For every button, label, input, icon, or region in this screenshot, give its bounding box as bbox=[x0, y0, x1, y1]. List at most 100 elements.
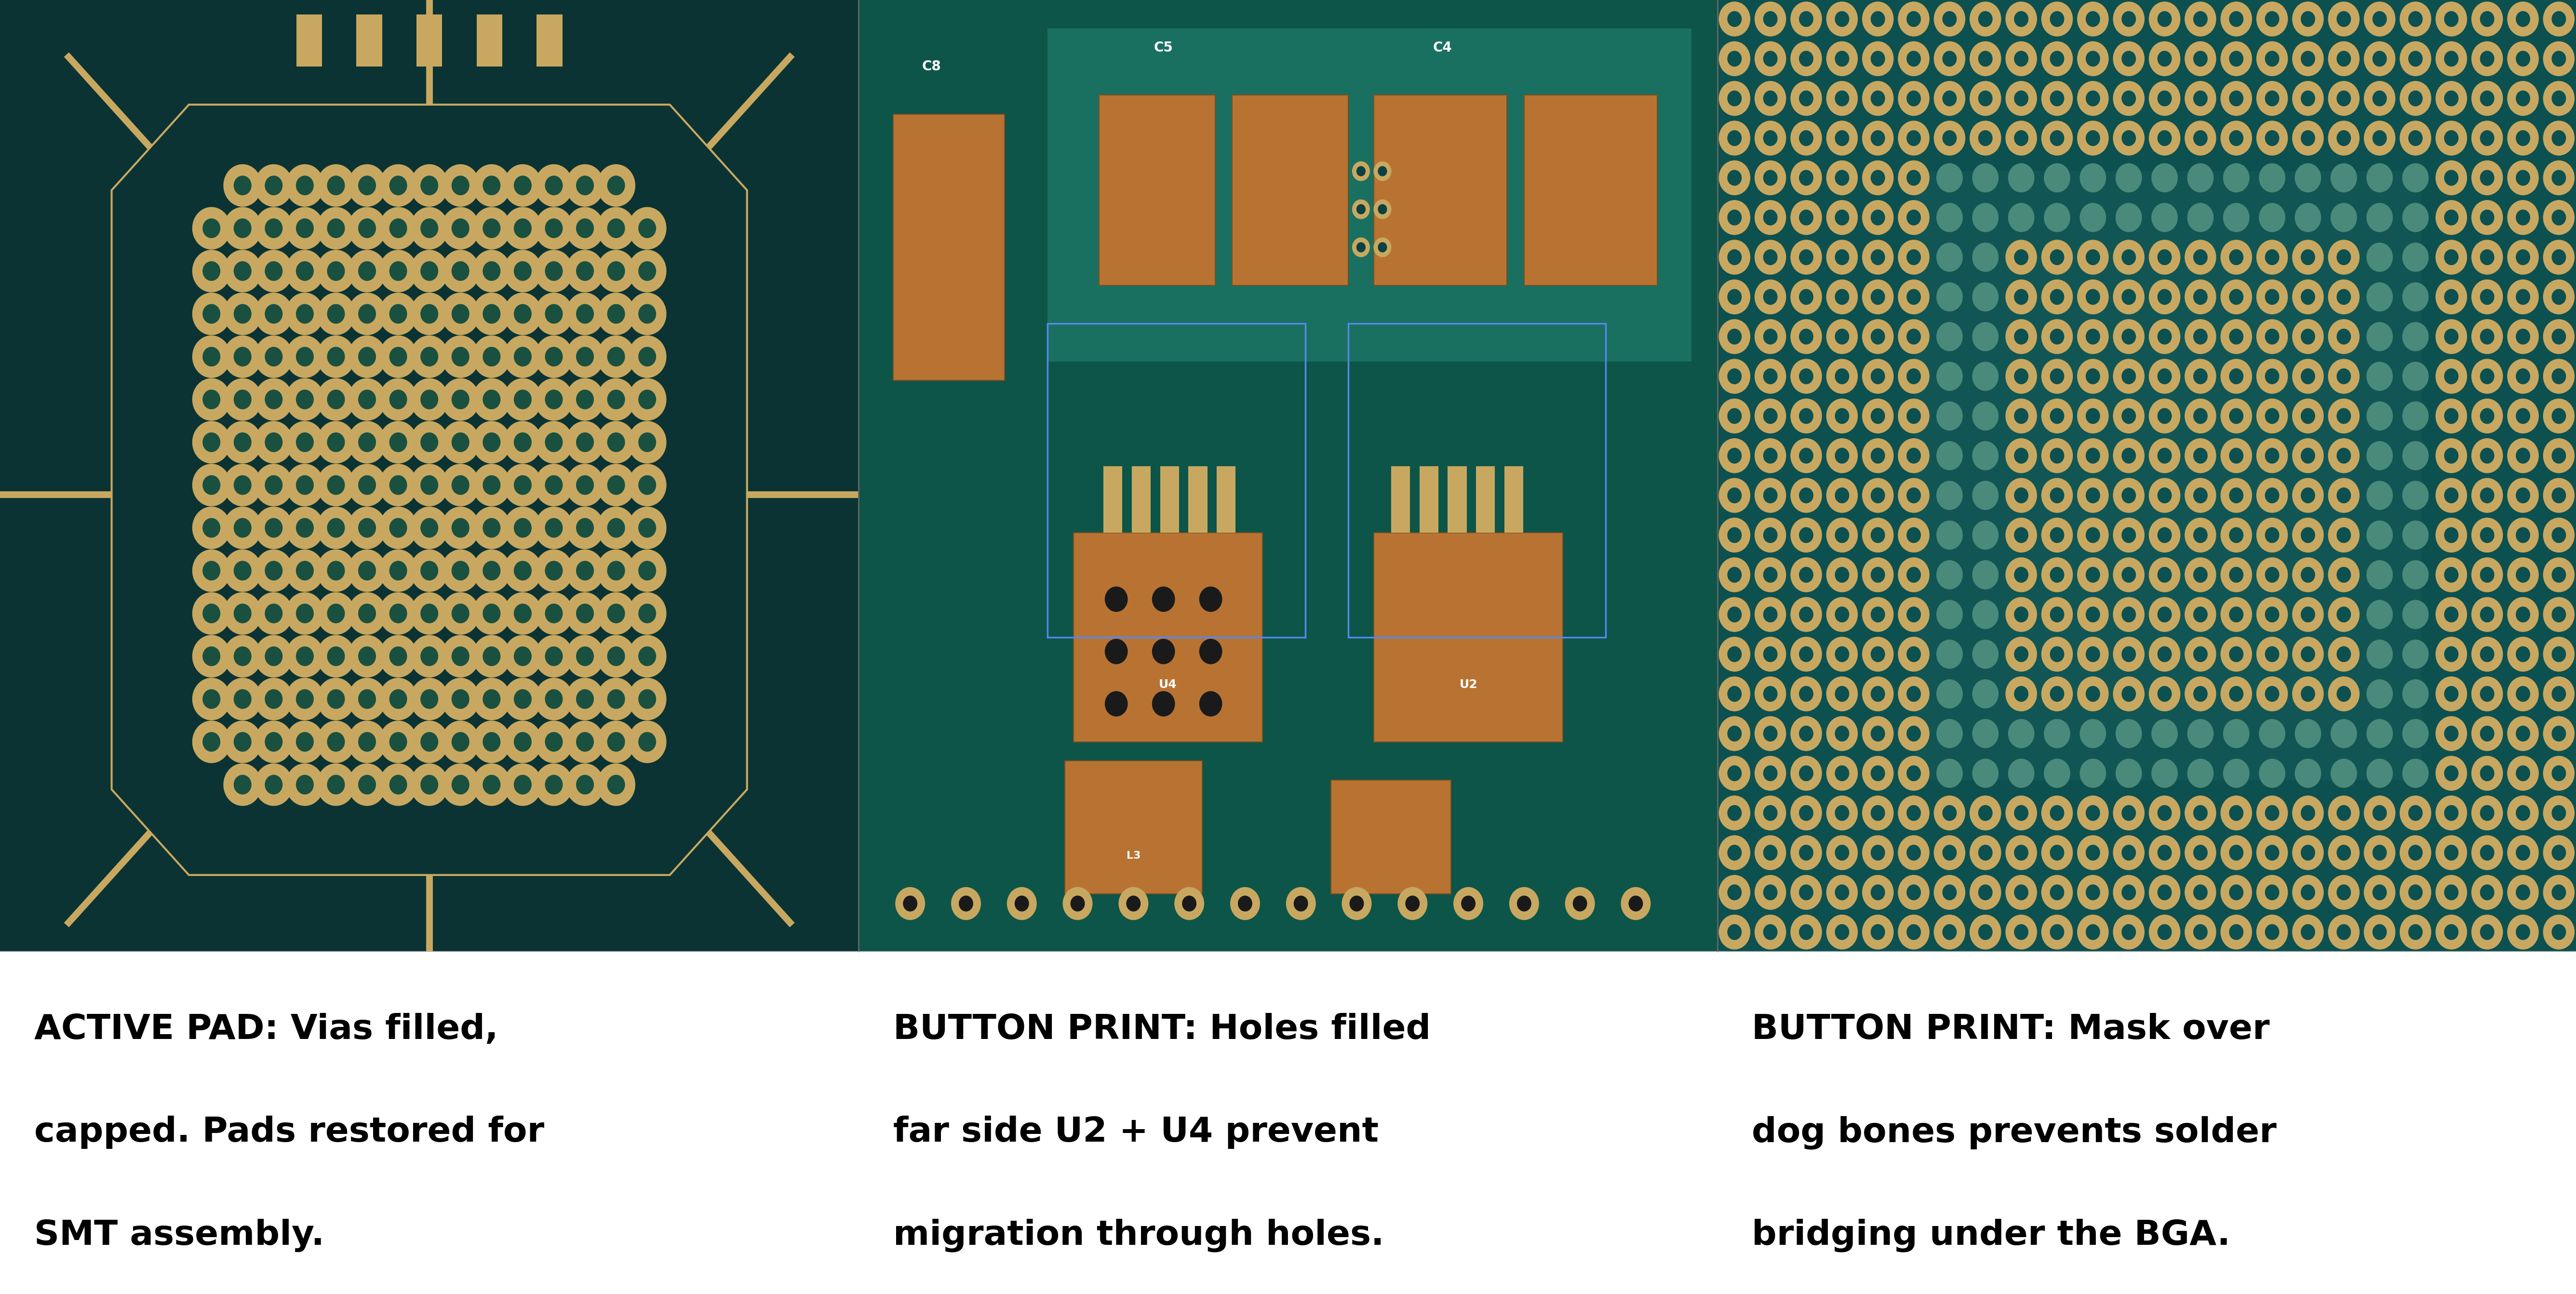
Circle shape bbox=[1728, 488, 1741, 503]
Circle shape bbox=[1790, 439, 1821, 472]
Circle shape bbox=[2506, 1, 2537, 36]
Circle shape bbox=[2228, 250, 2244, 265]
Circle shape bbox=[577, 176, 592, 195]
Circle shape bbox=[1942, 924, 1955, 939]
Circle shape bbox=[2228, 845, 2244, 861]
Circle shape bbox=[2050, 91, 2063, 106]
Circle shape bbox=[2506, 796, 2537, 829]
Circle shape bbox=[2336, 924, 2352, 939]
Circle shape bbox=[2506, 280, 2537, 314]
Circle shape bbox=[2195, 448, 2208, 463]
Circle shape bbox=[440, 721, 479, 762]
Circle shape bbox=[2517, 488, 2530, 503]
Circle shape bbox=[1834, 528, 1850, 542]
Circle shape bbox=[1790, 201, 1821, 234]
Circle shape bbox=[1899, 756, 1929, 791]
Circle shape bbox=[2115, 203, 2141, 232]
Circle shape bbox=[224, 292, 263, 335]
Circle shape bbox=[2403, 560, 2429, 589]
Circle shape bbox=[234, 690, 252, 709]
Circle shape bbox=[2445, 171, 2458, 185]
Circle shape bbox=[2481, 805, 2494, 820]
Circle shape bbox=[2445, 12, 2458, 27]
Circle shape bbox=[2264, 686, 2280, 701]
Circle shape bbox=[2259, 163, 2285, 192]
Circle shape bbox=[204, 476, 219, 494]
Circle shape bbox=[1378, 242, 1386, 252]
Circle shape bbox=[410, 678, 448, 719]
Circle shape bbox=[193, 379, 229, 421]
Circle shape bbox=[1765, 12, 1777, 27]
Circle shape bbox=[2228, 805, 2244, 820]
Circle shape bbox=[2014, 885, 2027, 901]
Circle shape bbox=[1352, 162, 1370, 181]
Circle shape bbox=[224, 507, 263, 549]
Circle shape bbox=[2043, 677, 2074, 710]
Circle shape bbox=[1718, 241, 1749, 274]
Circle shape bbox=[2553, 607, 2566, 622]
Circle shape bbox=[1937, 679, 1963, 708]
Circle shape bbox=[451, 604, 469, 622]
Circle shape bbox=[484, 647, 500, 665]
Circle shape bbox=[204, 219, 219, 238]
Circle shape bbox=[484, 732, 500, 752]
Circle shape bbox=[2445, 726, 2458, 741]
Circle shape bbox=[2112, 598, 2143, 631]
Circle shape bbox=[296, 476, 314, 494]
Circle shape bbox=[1935, 1, 1965, 36]
Circle shape bbox=[2228, 647, 2244, 661]
Circle shape bbox=[2257, 677, 2287, 710]
Circle shape bbox=[2148, 320, 2179, 353]
Circle shape bbox=[2481, 91, 2494, 106]
Circle shape bbox=[2401, 836, 2432, 870]
Circle shape bbox=[2007, 796, 2038, 829]
Circle shape bbox=[1862, 717, 1893, 751]
Circle shape bbox=[1200, 691, 1221, 716]
Circle shape bbox=[2087, 805, 2099, 820]
Circle shape bbox=[451, 389, 469, 409]
Circle shape bbox=[348, 635, 386, 677]
Circle shape bbox=[2115, 719, 2141, 748]
Circle shape bbox=[536, 763, 572, 806]
Circle shape bbox=[1728, 369, 1741, 384]
Circle shape bbox=[2372, 924, 2385, 939]
Circle shape bbox=[1826, 241, 1857, 274]
Circle shape bbox=[2517, 924, 2530, 939]
Circle shape bbox=[286, 507, 325, 549]
Circle shape bbox=[379, 335, 417, 378]
Circle shape bbox=[2159, 250, 2172, 265]
Circle shape bbox=[2079, 719, 2105, 748]
Circle shape bbox=[2336, 250, 2352, 265]
Circle shape bbox=[1978, 50, 1991, 66]
Circle shape bbox=[2257, 836, 2287, 870]
Bar bbox=[1373, 96, 1507, 286]
Circle shape bbox=[1899, 518, 1929, 553]
Circle shape bbox=[2365, 875, 2396, 910]
Circle shape bbox=[2300, 607, 2316, 622]
Circle shape bbox=[2050, 647, 2063, 661]
Circle shape bbox=[2300, 528, 2316, 542]
Circle shape bbox=[1728, 448, 1741, 463]
Circle shape bbox=[1765, 50, 1777, 66]
Circle shape bbox=[317, 678, 355, 719]
Circle shape bbox=[255, 164, 294, 206]
Bar bbox=[1476, 466, 1494, 533]
Circle shape bbox=[2445, 647, 2458, 661]
Circle shape bbox=[317, 763, 355, 806]
Circle shape bbox=[2087, 131, 2099, 146]
Circle shape bbox=[546, 519, 562, 537]
Circle shape bbox=[2336, 528, 2352, 542]
Circle shape bbox=[2184, 1, 2215, 36]
Circle shape bbox=[2372, 50, 2385, 66]
Circle shape bbox=[2367, 441, 2393, 470]
Circle shape bbox=[2087, 12, 2099, 27]
Circle shape bbox=[410, 164, 448, 206]
Circle shape bbox=[2517, 607, 2530, 622]
Circle shape bbox=[2195, 409, 2208, 423]
Circle shape bbox=[2123, 91, 2136, 106]
Circle shape bbox=[2517, 91, 2530, 106]
Circle shape bbox=[389, 219, 407, 238]
Circle shape bbox=[265, 775, 283, 795]
Circle shape bbox=[1862, 915, 1893, 950]
Text: far side U2 + U4 prevent: far side U2 + U4 prevent bbox=[894, 1115, 1378, 1149]
